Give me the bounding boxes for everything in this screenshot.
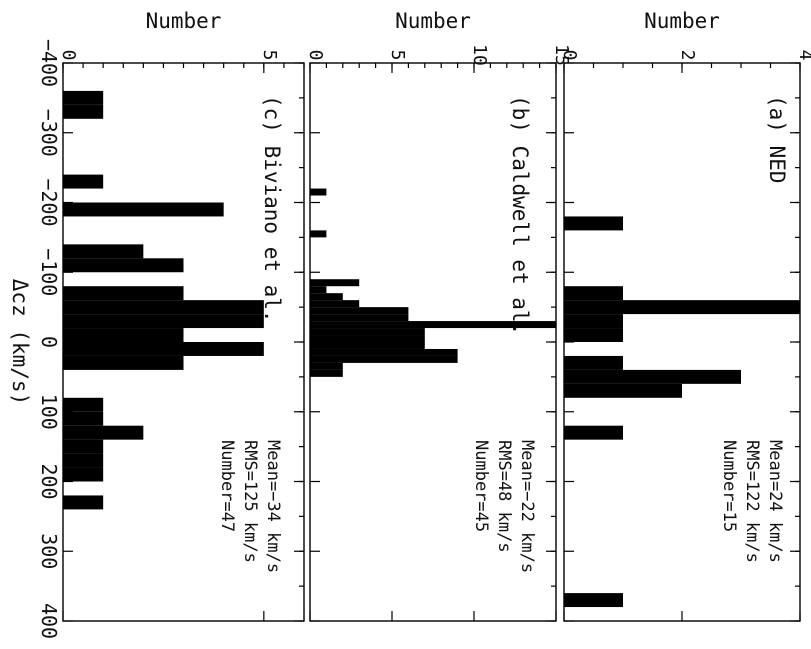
- stats-line: Mean=−22 km/s: [517, 440, 537, 573]
- histogram-bar: [310, 314, 409, 322]
- histogram-bar: [310, 369, 343, 377]
- histogram-bar: [310, 230, 327, 238]
- histogram-bar: [310, 335, 425, 342]
- histogram-bar: [63, 425, 144, 440]
- dcz-tick-label: 400: [37, 603, 61, 639]
- stats-line: Number=45: [471, 440, 491, 532]
- histogram-bar: [310, 293, 343, 301]
- count-tick-label: 4: [795, 50, 811, 61]
- histogram-bar: [310, 321, 556, 329]
- histogram-bar: [564, 369, 741, 384]
- histogram-bar: [310, 279, 360, 287]
- count-tick-label: 0: [559, 50, 580, 61]
- dcz-tick-label: 300: [37, 533, 61, 569]
- dcz-tick-label: 0: [37, 336, 61, 348]
- panel-label: (b) Caldwell et al.: [508, 95, 532, 335]
- panel-2: 0 5 Number (c) Biviano et al. Mean=−34 km/sR…: [58, 9, 305, 622]
- histogram-bar: [63, 397, 104, 412]
- histogram-bar: [310, 355, 458, 363]
- histogram-bar: [310, 188, 327, 196]
- histogram-bar: [63, 495, 104, 510]
- histogram-bar: [310, 328, 425, 336]
- histogram-bar: [564, 216, 623, 231]
- count-tick-label: 0: [58, 50, 79, 61]
- histogram-bar: [63, 342, 264, 356]
- stats-line: Mean=−34 km/s: [263, 440, 283, 573]
- histogram-bar: [63, 439, 104, 454]
- histogram-bar: [63, 174, 104, 189]
- stats-line: RMS=122 km/s: [742, 440, 762, 563]
- dcz-tick-label: −200: [37, 178, 61, 226]
- dcz-tick-label: 200: [37, 463, 61, 499]
- histogram-bar: [564, 593, 623, 608]
- dcz-axis-label: Δcz (km/s): [8, 279, 32, 405]
- histogram-bar: [63, 258, 184, 273]
- histogram-bar: [63, 453, 104, 468]
- histogram-bar: [310, 348, 458, 356]
- count-axis-label: Number: [644, 9, 720, 33]
- stats-line: Number=15: [719, 440, 739, 532]
- histogram-bar: [63, 467, 104, 482]
- histogram-bar: [63, 286, 184, 301]
- histogram-bar: [310, 307, 409, 315]
- histogram-bar: [310, 342, 425, 349]
- dcz-tick-label: 100: [37, 394, 61, 430]
- histogram-bar: [564, 314, 623, 329]
- stats-line: Number=47: [217, 440, 237, 532]
- count-tick-label: 5: [259, 50, 280, 61]
- histogram-bar: [63, 355, 184, 370]
- panel-label: (a) NED: [765, 95, 789, 184]
- histogram-bar: [63, 328, 184, 342]
- histogram-bar: [564, 383, 682, 398]
- stats-line: RMS=48 km/s: [494, 440, 514, 553]
- dcz-tick-label: −400: [37, 39, 61, 87]
- count-tick-label: 2: [677, 50, 698, 61]
- dcz-tick-label: −100: [37, 248, 61, 296]
- histogram-bar: [564, 328, 623, 342]
- count-tick-label: 5: [387, 50, 408, 61]
- stats-line: Mean=24 km/s: [765, 440, 785, 563]
- histogram-bar: [63, 104, 104, 119]
- panel-label: (c) Biviano et al.: [260, 95, 284, 323]
- histogram-bar: [63, 411, 104, 426]
- count-axis-label: Number: [146, 9, 222, 33]
- count-tick-label: 10: [469, 44, 490, 66]
- histogram-bar: [310, 362, 343, 370]
- histogram-bar: [63, 300, 264, 315]
- histogram-bar: [564, 425, 623, 440]
- histogram-bar: [63, 314, 264, 329]
- count-tick-label: 15: [551, 44, 572, 66]
- histogram-bar: [310, 300, 360, 308]
- histogram-bar: [63, 244, 144, 259]
- histogram-bar: [564, 300, 800, 315]
- histogram-bar: [310, 286, 327, 294]
- panel-1: 0 5 10 15 Number (b) Caldwell et al. Mean=−22 …: [305, 9, 572, 622]
- histogram-bar: [63, 90, 104, 105]
- histogram-bar: [564, 286, 623, 301]
- x-axis: −400 −300 −200 −100 0 100 200 300 400 Δcz (km/s): [8, 39, 61, 639]
- histogram-bar: [63, 202, 224, 217]
- stats-line: RMS=125 km/s: [240, 440, 260, 563]
- count-axis-label: Number: [395, 9, 471, 33]
- dcz-tick-label: −300: [37, 109, 61, 157]
- histogram-bar: [564, 355, 623, 370]
- count-tick-label: 0: [305, 50, 326, 61]
